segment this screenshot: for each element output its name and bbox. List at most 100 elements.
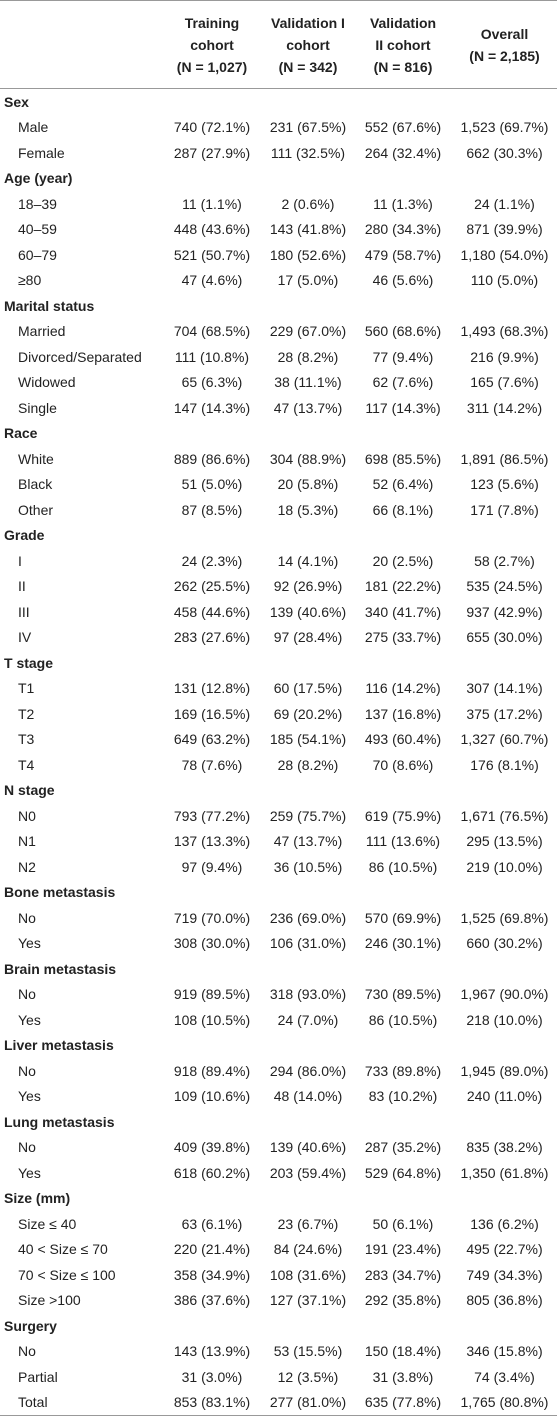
value-cell: 110 (5.0%) (470, 272, 539, 289)
value-cell: 1,765 (80.8%) (452, 1389, 557, 1416)
section-title: Surgery (4, 1317, 57, 1334)
value-cell: 1,180 (54.0%) (460, 246, 549, 263)
data-row: III 458 (44.6%) 139 (40.6%) 340 (41.7%) 937 … (0, 599, 557, 625)
header-line: (N = 342) (278, 58, 338, 75)
value-cell: 65 (6.3%) (181, 374, 243, 391)
row-label: III (18, 603, 30, 620)
value-cell: 662 (30.3%) (466, 144, 543, 161)
value-cell: 111 (32.5%) (270, 144, 346, 161)
data-row: IV 283 (27.6%) 97 (28.4%) 275 (33.7%) 655 (3… (0, 625, 557, 651)
value-cell: 259 (75.7%) (269, 807, 347, 824)
data-row: Black 51 (5.0%) 20 (5.8%) 52 (6.4%) 123 (5.6… (0, 472, 557, 498)
value-cell: 47 (4.6%) (181, 272, 243, 289)
value-cell: 1,493 (68.3%) (460, 323, 549, 340)
value-cell: 137 (13.3%) (173, 833, 251, 850)
value-cell: 150 (18.4%) (364, 1343, 442, 1360)
section-title: Brain metastasis (4, 960, 117, 977)
row-label: Partial (18, 1368, 58, 1385)
header-cell: Validation I cohort (N = 342) (262, 0, 354, 89)
value-cell: 47 (13.7%) (273, 833, 343, 850)
value-cell: 36 (10.5%) (273, 858, 343, 875)
value-cell: 117 (14.3%) (365, 399, 441, 416)
value-cell: 280 (34.3%) (364, 221, 442, 238)
row-label: N1 (18, 833, 36, 850)
row-label: 40–59 (18, 221, 57, 238)
value-cell: 1,945 (89.0%) (460, 1062, 549, 1079)
value-cell: 619 (75.9%) (364, 807, 442, 824)
value-cell: 108 (31.6%) (269, 1266, 347, 1283)
value-cell: 171 (7.8%) (470, 501, 539, 518)
header-cell: Overall (N = 2,185) (452, 0, 557, 89)
value-cell: 143 (13.9%) (173, 1343, 251, 1360)
value-cell: 127 (37.1%) (269, 1292, 347, 1309)
value-cell: 116 (14.2%) (365, 680, 441, 697)
value-cell: 733 (89.8%) (364, 1062, 442, 1079)
value-cell: 47 (13.7%) (273, 399, 343, 416)
value-cell: 805 (36.8%) (466, 1292, 543, 1309)
data-row: No 919 (89.5%) 318 (93.0%) 730 (89.5%) 1,967… (0, 982, 557, 1008)
data-row: Female 287 (27.9%) 111 (32.5%) 264 (32.4%) 6… (0, 140, 557, 166)
header-cell (0, 0, 162, 89)
data-row: White 889 (86.6%) 304 (88.9%) 698 (85.5%) 1,… (0, 446, 557, 472)
header-line: II cohort (375, 36, 431, 53)
value-cell: 308 (30.0%) (173, 935, 251, 952)
row-label: Size >100 (18, 1292, 81, 1309)
value-cell: 165 (7.6%) (470, 374, 539, 391)
value-cell: 231 (67.5%) (269, 119, 347, 136)
value-cell: 24 (7.0%) (277, 1011, 339, 1028)
data-row: N1 137 (13.3%) 47 (13.7%) 111 (13.6%) 295 (1… (0, 829, 557, 855)
value-cell: 139 (40.6%) (269, 603, 347, 620)
value-cell: 740 (72.1%) (173, 119, 251, 136)
data-row: T4 78 (7.6%) 28 (8.2%) 70 (8.6%) 176 (8.1%) (0, 752, 557, 778)
value-cell: 318 (93.0%) (269, 986, 347, 1003)
data-row: Size >100 386 (37.6%) 127 (37.1%) 292 (35.8… (0, 1288, 557, 1314)
value-cell: 521 (50.7%) (173, 246, 251, 263)
row-label: Other (18, 501, 54, 518)
value-cell: 358 (34.9%) (173, 1266, 251, 1283)
value-cell: 649 (63.2%) (173, 731, 251, 748)
value-cell: 70 (8.6%) (372, 756, 434, 773)
value-cell: 28 (8.2%) (277, 348, 339, 365)
section-title: Age (year) (4, 170, 73, 187)
value-cell: 97 (28.4%) (273, 629, 343, 646)
value-cell: 552 (67.6%) (364, 119, 442, 136)
value-cell: 83 (10.2%) (368, 1088, 438, 1105)
value-cell: 108 (10.5%) (173, 1011, 251, 1028)
data-row: 18–39 11 (1.1%) 2 (0.6%) 11 (1.3%) 24 (1.1%) (0, 191, 557, 217)
row-label: No (18, 1062, 36, 1079)
value-cell: 203 (59.4%) (269, 1164, 347, 1181)
value-cell: 137 (16.8%) (364, 705, 442, 722)
data-row: II 262 (25.5%) 92 (26.9%) 181 (22.2%) 535 (2… (0, 574, 557, 600)
row-label: Total (0, 1389, 162, 1416)
row-label: T3 (18, 731, 35, 748)
value-cell: 346 (15.8%) (466, 1343, 543, 1360)
row-label: 60–79 (18, 246, 57, 263)
header-cell: Training cohort (N = 1,027) (162, 0, 262, 89)
value-cell: 20 (2.5%) (372, 552, 434, 569)
row-label: Divorced/Separated (18, 348, 142, 365)
value-cell: 191 (23.4%) (364, 1241, 442, 1258)
section-row: Lung metastasis (0, 1109, 557, 1135)
value-cell: 216 (9.9%) (470, 348, 539, 365)
value-cell: 169 (16.5%) (173, 705, 251, 722)
section-row: Sex (0, 89, 557, 115)
row-label: Size ≤ 40 (18, 1215, 77, 1232)
value-cell: 535 (24.5%) (466, 578, 543, 595)
value-cell: 136 (6.2%) (470, 1215, 539, 1232)
value-cell: 246 (30.1%) (364, 935, 442, 952)
value-cell: 17 (5.0%) (277, 272, 339, 289)
data-row: Other 87 (8.5%) 18 (5.3%) 66 (8.1%) 171 (7.8… (0, 497, 557, 523)
row-label: ≥80 (18, 272, 42, 289)
value-cell: 218 (10.0%) (466, 1011, 543, 1028)
row-label: White (18, 450, 54, 467)
header-line: Overall (480, 25, 529, 42)
value-cell: 409 (39.8%) (173, 1139, 251, 1156)
section-title: N stage (4, 782, 55, 799)
header-line: cohort (286, 36, 330, 53)
value-cell: 50 (6.1%) (372, 1215, 434, 1232)
value-cell: 1,350 (61.8%) (460, 1164, 549, 1181)
row-label: I (18, 552, 22, 569)
data-row: 40–59 448 (43.6%) 143 (41.8%) 280 (34.3%) 87… (0, 217, 557, 243)
value-cell: 1,523 (69.7%) (460, 119, 549, 136)
table-body: Sex Male 740 (72.1%) 231 (67.5%) 552 (67.6%)… (0, 89, 557, 1416)
